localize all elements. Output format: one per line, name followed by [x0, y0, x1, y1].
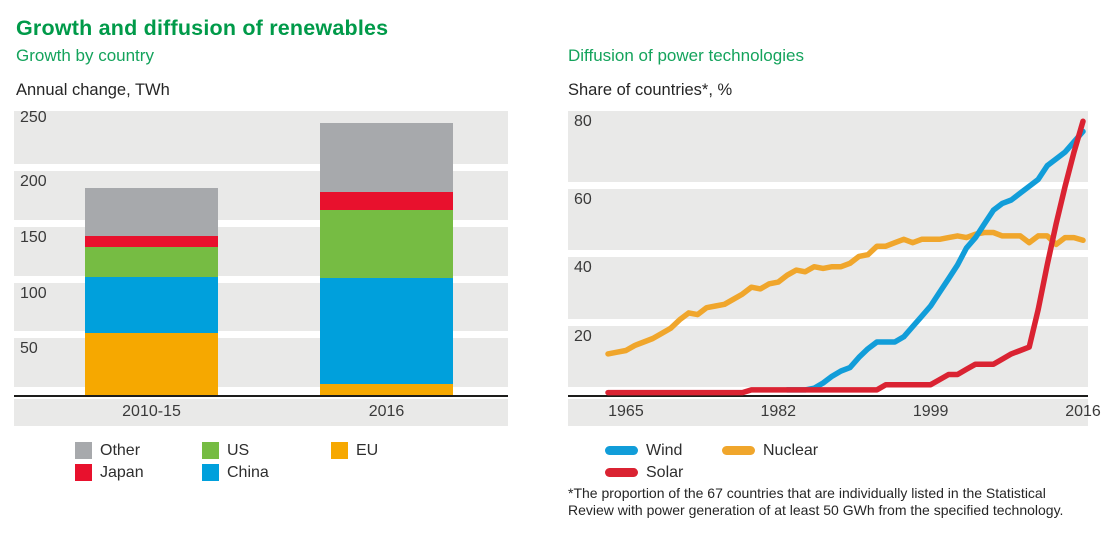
- line-series-canvas: [605, 118, 1086, 396]
- legend-swatch-japan: [75, 464, 92, 481]
- x-tick-label: 1982: [760, 403, 797, 420]
- line-series-nuclear: [605, 229, 1086, 357]
- legend-swatch-wind: [605, 446, 638, 455]
- bar-segment-other: [320, 123, 453, 193]
- x-tick-label: 2016: [1065, 403, 1101, 420]
- legend-swatch-other: [75, 442, 92, 459]
- grid-band: [568, 188, 1088, 251]
- legend-swatch-nuclear: [722, 446, 755, 455]
- footnote-line-2: Review with power generation of at least…: [568, 502, 1064, 518]
- y-tick-label: 50: [20, 340, 38, 358]
- legend-label: Solar: [646, 463, 684, 481]
- bar-category-label: 2010-15: [122, 403, 181, 420]
- line-series-solar: [605, 118, 1086, 396]
- y-tick-label: 20: [574, 327, 592, 345]
- legend-item-japan: Japan: [75, 463, 144, 482]
- x-tick-label: 1965: [608, 403, 644, 420]
- legend-swatch-china: [202, 464, 219, 481]
- legend-item-other: Other: [75, 441, 140, 460]
- legend-swatch-us: [202, 442, 219, 459]
- legend-item-wind: Wind: [605, 441, 682, 460]
- x-tick-label: 1999: [912, 403, 949, 420]
- footnote: *The proportion of the 67 countries that…: [568, 485, 1108, 519]
- legend-label: Other: [100, 441, 141, 459]
- x-axis-line: [14, 395, 508, 397]
- footnote-line-1: *The proportion of the 67 countries that…: [568, 485, 1046, 501]
- bar-segment-eu: [320, 383, 453, 395]
- bar-category-label: 2016: [368, 403, 405, 420]
- y-tick-label: 150: [20, 228, 47, 246]
- y-tick-label: 40: [574, 259, 592, 277]
- x-label-band: [568, 399, 1088, 426]
- legend-label: Japan: [100, 463, 144, 481]
- legend-label: US: [227, 441, 250, 459]
- x-label-band: [14, 399, 508, 426]
- legend-label: Nuclear: [763, 441, 819, 459]
- legend-item-eu: EU: [331, 441, 378, 460]
- y-tick-label: 250: [20, 108, 47, 126]
- y-tick-label: 80: [574, 113, 592, 131]
- y-tick-label: 60: [574, 190, 592, 208]
- bar-2016: [320, 123, 453, 395]
- x-axis-line: [568, 395, 1088, 397]
- line-series-wind: [784, 128, 1086, 393]
- line-chart-subtitle: Diffusion of power technologies: [568, 46, 804, 65]
- y-tick-label: 200: [20, 173, 47, 191]
- bar-segment-china: [85, 276, 218, 333]
- legend-item-nuclear: Nuclear: [722, 441, 818, 460]
- legend-swatch-solar: [605, 468, 638, 477]
- legend-item-us: US: [202, 441, 249, 460]
- y-tick-label: 100: [20, 284, 47, 302]
- bar-segment-other: [85, 187, 218, 236]
- legend-label: EU: [356, 441, 379, 459]
- legend-label: Wind: [646, 441, 683, 459]
- bar-segment-china: [320, 278, 453, 384]
- line-chart-axis-unit-label: Share of countries*, %: [568, 81, 733, 99]
- bar-segment-japan: [320, 192, 453, 211]
- bar-chart-axis-unit-label: Annual change, TWh: [16, 81, 170, 99]
- legend-swatch-eu: [331, 442, 348, 459]
- bar-segment-japan: [85, 235, 218, 247]
- legend-item-solar: Solar: [605, 463, 683, 482]
- grid-band: [568, 111, 1088, 182]
- bar-segment-eu: [85, 332, 218, 395]
- legend-label: China: [227, 463, 269, 481]
- bar-2010-15: [85, 187, 218, 395]
- bar-segment-us: [85, 246, 218, 277]
- bar-segment-us: [320, 210, 453, 279]
- legend-item-china: China: [202, 463, 269, 482]
- bar-chart-subtitle: Growth by country: [16, 46, 154, 65]
- main-title: Growth and diffusion of renewables: [16, 16, 389, 40]
